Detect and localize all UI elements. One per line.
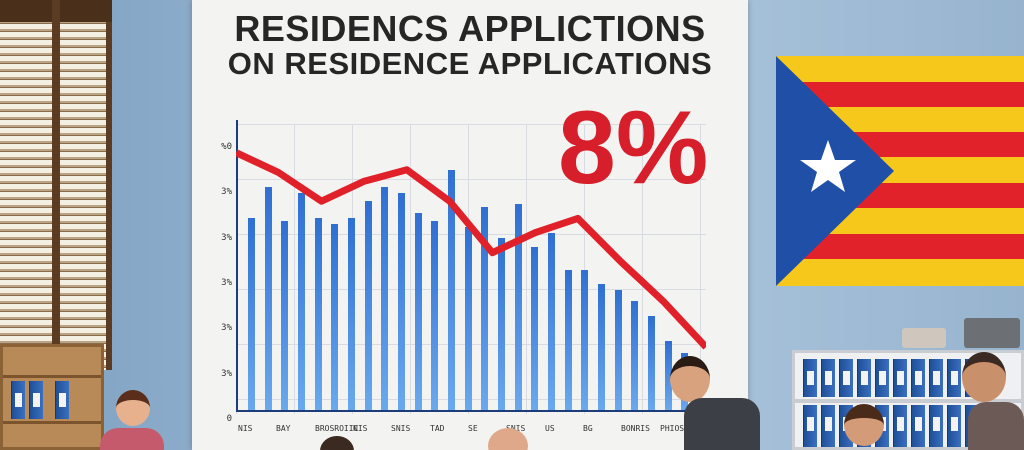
- binder: [875, 359, 889, 397]
- poster-title-line-1: RESIDENCS APPLICTIONS: [234, 8, 706, 49]
- binder: [55, 381, 69, 419]
- chart-bar: [648, 316, 655, 410]
- shelf-board: [3, 375, 101, 378]
- chart-poster: RESIDENCS APPLICTIONS ON RESIDENCE APPLI…: [192, 0, 748, 450]
- y-tick-label: 3%: [221, 233, 232, 243]
- person-head-back: [320, 436, 360, 450]
- printer: [964, 318, 1020, 348]
- chart-bar: [398, 193, 405, 410]
- binder: [893, 405, 907, 447]
- bar-chart-plot: %0 3% 3% 3% 3% 3% 0 NIS BAY BROSROIIC NIS SNIS TAD SE…: [221, 120, 708, 433]
- binder: [821, 359, 835, 397]
- chart-bar: [598, 284, 605, 410]
- chart-bar: [315, 218, 322, 410]
- chart-bar: [281, 221, 288, 410]
- chart-bar: [665, 341, 672, 410]
- left-bookshelf: [0, 344, 104, 450]
- chart-bar: [381, 187, 388, 410]
- chart-bar: [431, 221, 438, 410]
- chart-bar: [548, 233, 555, 410]
- chart-bar: [565, 270, 572, 410]
- binder: [11, 381, 25, 419]
- person-head: [844, 404, 884, 446]
- chart-bar: [298, 193, 305, 410]
- binder: [803, 405, 817, 447]
- chart-bar: [631, 301, 638, 410]
- chart-bar: [531, 247, 538, 410]
- chart-bar: [248, 218, 255, 410]
- trend-line-path: [236, 149, 706, 350]
- window-frame-divider: [52, 0, 60, 370]
- shelf-board: [795, 399, 1021, 403]
- chart-bar: [265, 187, 272, 410]
- chart-bar: [448, 170, 455, 410]
- y-axis: [236, 120, 238, 412]
- x-axis: [236, 410, 708, 412]
- chart-bar: [481, 207, 488, 410]
- chart-bar: [498, 238, 505, 410]
- binder: [911, 405, 925, 447]
- x-tick-label: SE: [468, 424, 478, 433]
- man-with-glasses: [962, 352, 1024, 450]
- binder: [947, 359, 961, 397]
- chart-bar: [515, 204, 522, 410]
- y-tick-label: 3%: [221, 278, 232, 288]
- person-body: [100, 428, 164, 450]
- person-head: [116, 390, 150, 426]
- binder: [857, 359, 871, 397]
- window-with-blinds: [0, 0, 112, 370]
- person-head: [670, 356, 710, 402]
- x-tick-label: US: [545, 424, 555, 433]
- person-body: [684, 398, 760, 450]
- x-tick-label: PHIOSLL: [660, 424, 694, 433]
- chart-bar: [581, 270, 588, 410]
- x-tick-label: NIS: [353, 424, 368, 433]
- bald-person-back: [488, 428, 530, 450]
- binder: [911, 359, 925, 397]
- binder: [839, 359, 853, 397]
- catalan-estelada-flag: [776, 56, 1024, 286]
- binder: [29, 381, 43, 419]
- storage-box: [902, 328, 946, 348]
- person-head: [320, 436, 354, 450]
- x-tick-label: BG: [583, 424, 593, 433]
- chart-bar: [415, 213, 422, 410]
- x-tick-label: BONRIS: [621, 424, 650, 433]
- percentage-annotation: 8%: [558, 90, 709, 206]
- binder: [803, 359, 817, 397]
- binder: [821, 405, 835, 447]
- y-tick-label: 3%: [221, 369, 232, 379]
- binder: [893, 359, 907, 397]
- poster-title-line-2: ON RESIDENCE APPLICATIONS: [227, 46, 713, 81]
- binder: [947, 405, 961, 447]
- person-body: [968, 402, 1024, 450]
- person-head: [488, 428, 528, 450]
- x-tick-label: SNIS: [391, 424, 411, 433]
- person-seated-right: [840, 404, 894, 450]
- x-tick-label: TAD: [430, 424, 445, 433]
- x-tick-label: BAY: [276, 424, 291, 433]
- x-tick-label: NIS: [238, 424, 253, 433]
- binder: [929, 405, 943, 447]
- woman-seated: [100, 390, 180, 450]
- trend-line: [236, 149, 706, 350]
- chart-bar: [365, 201, 372, 410]
- person-head: [962, 352, 1006, 402]
- chart-bar: [465, 227, 472, 410]
- man-in-suit: [660, 356, 760, 450]
- star-icon: [800, 140, 856, 192]
- shelf-board: [3, 421, 101, 424]
- x-tick-label: BROSROIIC: [315, 424, 359, 433]
- y-tick-label: 0: [226, 414, 232, 424]
- y-tick-label: 3%: [221, 323, 232, 333]
- chart-bar: [615, 290, 622, 410]
- y-tick-label: %0: [221, 142, 232, 152]
- binder: [929, 359, 943, 397]
- chart-bar: [331, 224, 338, 410]
- y-tick-label: 3%: [221, 187, 232, 197]
- chart-bar: [348, 218, 355, 410]
